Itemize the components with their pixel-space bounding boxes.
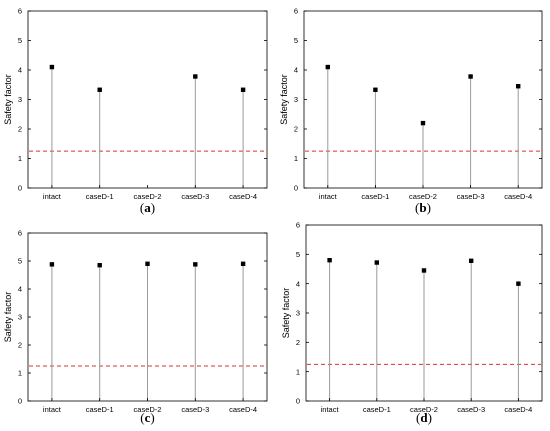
data-point-intact [325,64,330,70]
x-tick-label-intact: intact [43,192,62,201]
x-tick-label-caseD-3: caseD-3 [181,405,209,414]
y-tick-label: 0 [18,184,22,193]
y-axis-title: Safety factor [3,74,13,125]
y-axis-title: Safety factor [281,288,291,339]
y-tick-label: 1 [18,369,22,378]
x-tick-label-caseD-1: caseD-1 [363,405,391,414]
y-tick-label: 2 [294,125,298,134]
y-tick-label: 5 [294,36,298,45]
panel-label: (a) [140,200,155,215]
y-tick-label: 0 [294,184,298,193]
data-point-intact [49,64,55,70]
y-axis-title: Safety factor [3,292,13,343]
x-tick-label-caseD-3: caseD-3 [457,192,485,201]
x-tick-label-intact: intact [321,405,340,414]
x-tick-label-caseD-2: caseD-2 [134,405,162,414]
y-tick-label: 4 [18,285,22,294]
y-tick-label: 2 [18,125,22,134]
y-tick-label: 6 [294,7,298,16]
data-point-intact [327,258,332,263]
data-point-caseD-1 [97,263,102,268]
y-tick-label: 5 [18,257,22,266]
y-tick-label: 2 [18,341,22,350]
y-tick-label: 6 [18,229,22,238]
y-tick-label: 5 [18,36,22,45]
y-tick-label: 3 [294,95,298,104]
chart-panel-a: 0 1 2 3 4 5 6 intact caseD-1 caseD-2 caseD-3 caseD-… [3,7,268,215]
data-point-caseD-1 [373,87,378,92]
y-tick-label: 5 [296,250,300,259]
y-tick-label: 1 [294,154,298,163]
x-tick-label-caseD-2: caseD-2 [409,192,437,201]
data-point-caseD-4 [516,281,521,286]
y-tick-label: 0 [296,397,300,406]
plot-frame [27,10,268,189]
data-point-caseD-3 [469,258,474,263]
x-tick-label-intact: intact [319,192,338,201]
y-tick-label: 3 [296,309,300,318]
y-tick-label: 3 [18,95,22,104]
x-tick-label-caseD-2: caseD-2 [134,192,162,201]
data-point-intact [49,262,55,267]
y-tick-label: 3 [18,313,22,322]
x-tick-label-caseD-1: caseD-1 [86,405,114,414]
y-tick-label: 1 [296,367,300,376]
x-tick-label-caseD-3: caseD-3 [181,192,209,201]
y-tick-label: 1 [18,154,22,163]
panel-label: (c) [140,410,154,425]
y-tick-label: 6 [296,221,300,230]
panel-label: (b) [415,200,431,215]
x-tick-label-caseD-4: caseD-4 [504,192,532,201]
data-point-caseD-4 [240,87,246,92]
x-tick-label-caseD-1: caseD-1 [361,192,389,201]
x-tick-label-caseD-4: caseD-4 [504,405,532,414]
x-tick-label-caseD-4: caseD-4 [229,192,257,201]
chart-panel-b: 0 1 2 3 4 5 6 intact caseD-1 caseD-2 caseD-3 caseD-… [279,7,543,215]
y-tick-label: 2 [296,338,300,347]
chart-panel-d: 0 1 2 3 4 5 6 intact caseD-1 caseD-2 caseD-3 caseD-… [281,221,543,425]
data-point-caseD-1 [374,260,379,265]
data-point-caseD-2 [145,261,150,266]
data-point-caseD-4 [240,261,246,266]
panel-label: (d) [416,410,432,425]
x-tick-label-intact: intact [43,405,62,414]
data-point-caseD-2 [421,268,427,273]
y-axis-title: Safety factor [279,74,289,125]
y-tick-label: 0 [18,397,22,406]
y-tick-label: 4 [18,66,22,75]
x-tick-label-caseD-4: caseD-4 [229,405,257,414]
data-point-caseD-1 [97,87,102,92]
y-tick-label: 6 [18,7,22,16]
chart-panel-c: 0 1 2 3 4 5 6 intact caseD-1 caseD-2 caseD-3 caseD-… [3,229,268,425]
x-tick-label-caseD-3: caseD-3 [457,405,485,414]
data-point-caseD-2 [420,120,426,126]
y-tick-label: 4 [294,66,298,75]
y-tick-label: 4 [296,279,300,288]
data-point-caseD-3 [468,74,473,79]
x-tick-label-caseD-1: caseD-1 [86,192,114,201]
data-point-caseD-3 [193,74,198,79]
x-tick-label-caseD-2: caseD-2 [410,405,438,414]
data-point-caseD-4 [516,84,521,89]
data-point-caseD-3 [193,262,198,267]
